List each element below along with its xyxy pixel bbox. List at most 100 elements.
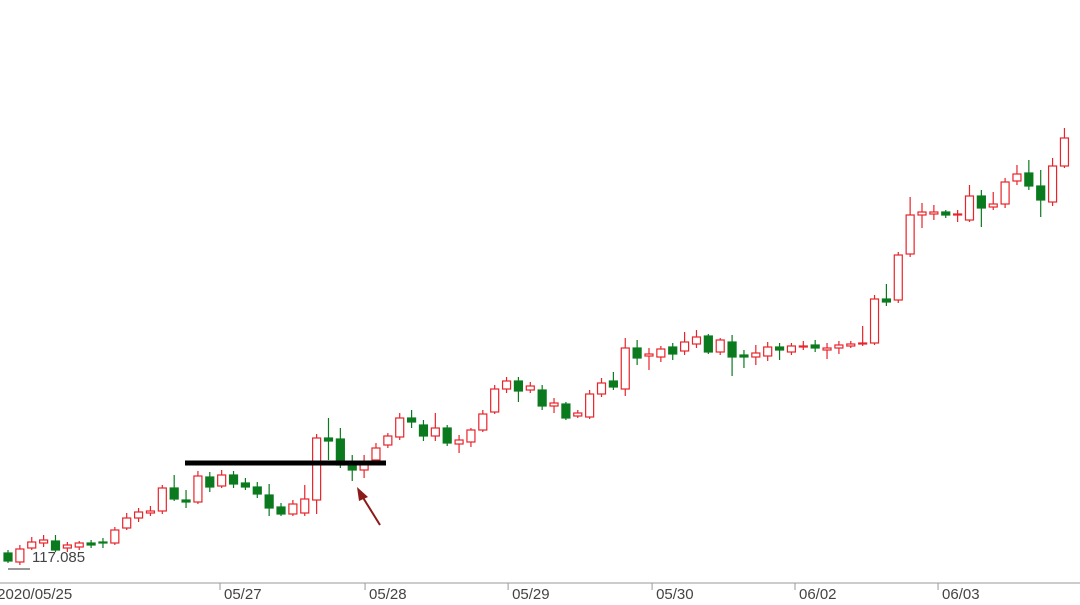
candle-body	[383, 435, 393, 446]
candle-body	[869, 298, 880, 344]
candle-body	[193, 475, 203, 503]
candle-body	[276, 506, 286, 515]
candle-body	[1012, 173, 1022, 182]
candle-body	[501, 380, 512, 390]
candle-body	[668, 346, 678, 355]
candle-body	[822, 347, 832, 351]
candle-body	[846, 343, 856, 347]
candle-body	[15, 548, 25, 563]
candle-body	[157, 487, 167, 512]
x-tick-label: 05/29	[512, 586, 550, 603]
candle-body	[252, 486, 262, 495]
candle-body	[798, 345, 808, 348]
candle-body	[442, 427, 452, 444]
candle-body	[786, 345, 797, 353]
candle-body	[1059, 137, 1070, 167]
candle-body	[371, 447, 381, 461]
candle-body	[703, 335, 713, 353]
candle-body	[656, 348, 666, 358]
candle-body	[133, 511, 144, 519]
candle-body	[145, 510, 156, 514]
candle-body	[323, 437, 334, 442]
candle-body	[406, 417, 417, 423]
low-marker-label: 117.085	[32, 549, 85, 566]
candle-body	[1047, 165, 1058, 203]
candle-body	[27, 541, 37, 549]
candle-body	[596, 382, 607, 395]
candle-body	[98, 541, 108, 544]
candle-body	[941, 211, 951, 216]
candle-body	[181, 499, 191, 503]
candles	[3, 128, 1070, 565]
candle-body	[86, 542, 96, 546]
candle-body	[74, 542, 84, 548]
candle-body	[300, 498, 310, 514]
x-tick-label: 2020/05/25	[0, 586, 72, 603]
x-tick-label: 05/27	[224, 586, 262, 603]
candle-body	[549, 402, 559, 407]
candle-body	[454, 439, 464, 445]
candle-body	[1036, 185, 1046, 201]
candle-body	[858, 342, 868, 345]
arrow-shaft	[361, 495, 381, 526]
candle-body	[205, 476, 215, 488]
candle-body	[727, 341, 737, 358]
candle-body	[917, 211, 927, 216]
candle-body	[751, 352, 761, 358]
candle-body	[418, 424, 429, 437]
candle-body	[608, 380, 618, 388]
candle-body	[490, 388, 500, 413]
candle-body	[240, 482, 251, 488]
candle-body	[810, 344, 820, 349]
candle-body	[691, 336, 702, 345]
candle-body	[905, 214, 915, 255]
candle-body	[312, 437, 322, 501]
candle-body	[228, 474, 239, 485]
candle-body	[217, 474, 227, 487]
candle-body	[62, 544, 72, 549]
candle-body	[632, 347, 642, 359]
x-tick-label: 05/30	[656, 586, 694, 603]
candle-body	[964, 195, 975, 221]
candle-body	[1024, 172, 1034, 187]
x-tick-label: 06/02	[799, 586, 837, 603]
candle-body	[39, 539, 49, 544]
candle-body	[976, 195, 986, 209]
candle-body	[881, 298, 891, 303]
candle-body	[525, 385, 535, 391]
x-axis: 2020/05/25 05/27 05/28 05/29 05/30 06/02 06/03	[0, 582, 1080, 603]
candle-body	[430, 427, 440, 437]
candle-body	[122, 517, 132, 529]
candle-body	[929, 211, 939, 215]
candle-body	[893, 254, 903, 301]
candle-body	[680, 341, 690, 352]
candle-body	[478, 413, 488, 431]
candle-body	[834, 344, 844, 349]
candle-body	[3, 552, 13, 562]
candle-body	[988, 203, 998, 208]
candle-body	[774, 346, 785, 351]
candle-body	[466, 429, 476, 443]
arrow-head	[357, 487, 368, 501]
candle-body	[763, 346, 773, 357]
candle-body	[264, 494, 274, 509]
candle-body	[715, 339, 725, 353]
candle-body	[620, 347, 630, 390]
x-tick-label: 06/03	[942, 586, 980, 603]
candle-body	[169, 487, 179, 500]
candle-body	[110, 529, 120, 544]
candle-body	[644, 353, 654, 357]
candle-body	[50, 540, 61, 551]
candle-body	[739, 354, 749, 358]
candle-body	[585, 393, 595, 418]
candle-body	[537, 389, 547, 407]
x-tick-label: 05/28	[369, 586, 407, 603]
candle-body	[953, 213, 963, 216]
candle-body	[513, 380, 524, 392]
candle-body	[573, 412, 583, 417]
candle-body	[395, 417, 405, 438]
candle-body	[288, 503, 298, 515]
candle-body	[1000, 181, 1010, 205]
